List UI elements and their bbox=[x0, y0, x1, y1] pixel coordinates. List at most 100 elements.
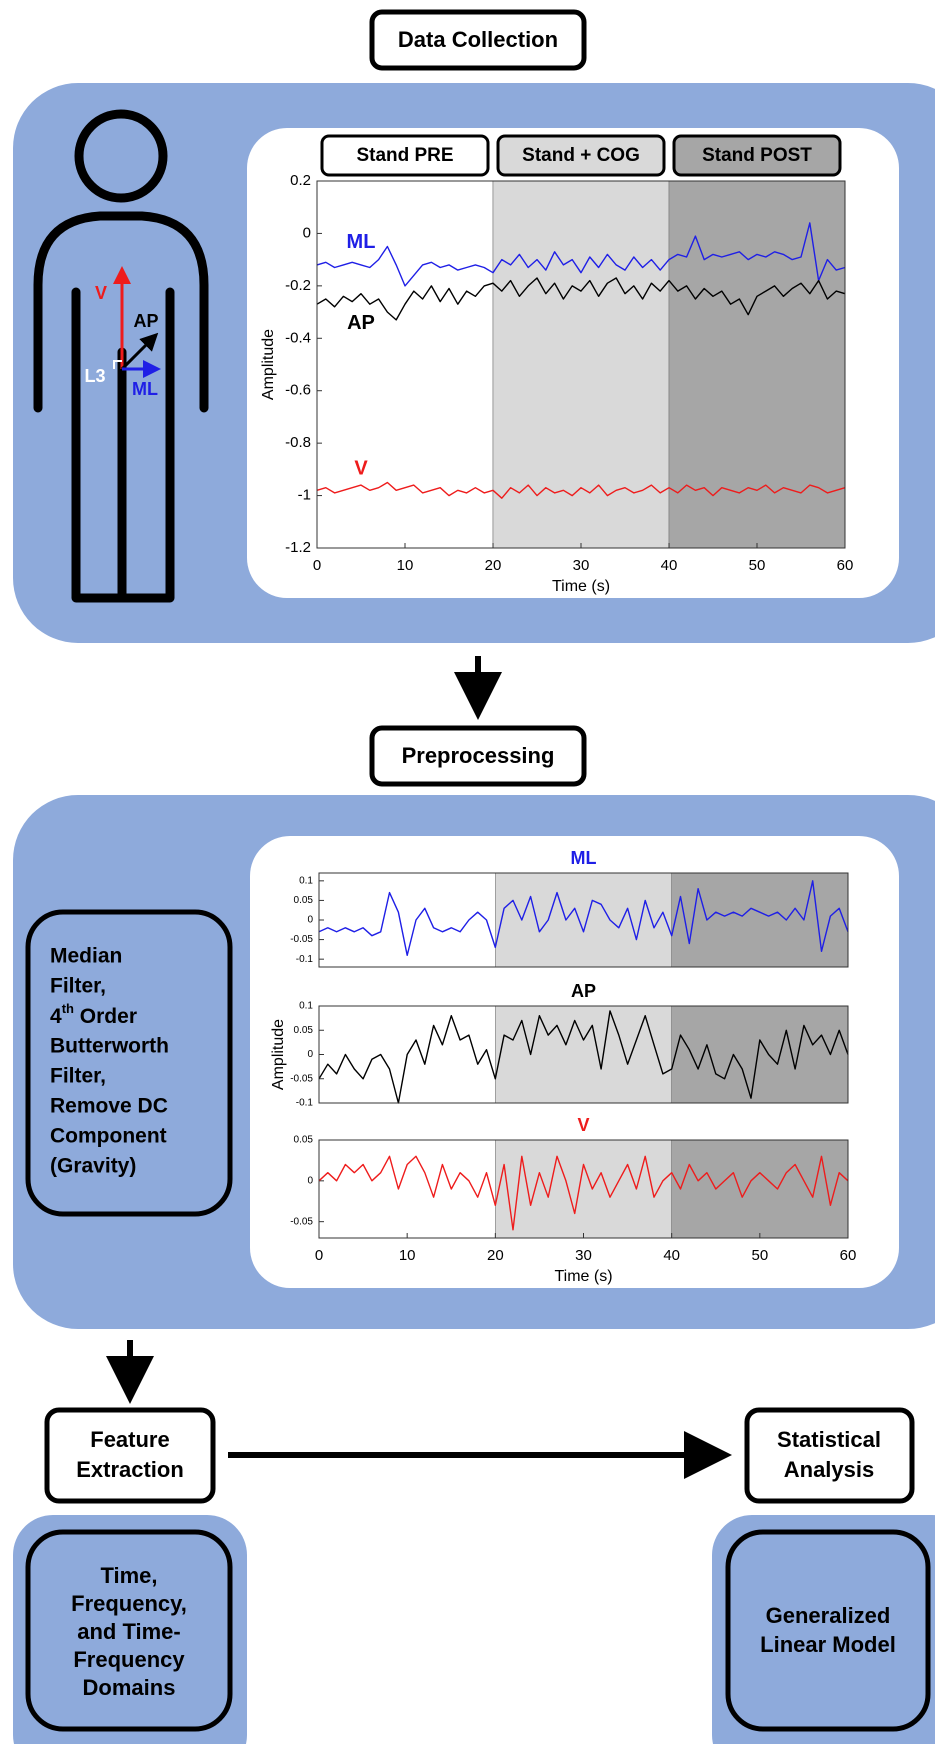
domain-line: and Time- bbox=[77, 1619, 181, 1644]
domain-line: Domains bbox=[83, 1675, 176, 1700]
phase-label: Stand + COG bbox=[522, 145, 640, 166]
signal-line bbox=[316, 277, 846, 321]
phase-label: Stand POST bbox=[702, 145, 812, 166]
subplot-title: V bbox=[577, 1115, 589, 1135]
x-tick-label: 0 bbox=[315, 1247, 323, 1264]
step-box bbox=[744, 1407, 915, 1504]
method-text: Order bbox=[74, 1005, 137, 1028]
model-line: Linear Model bbox=[760, 1632, 896, 1657]
axis-label-v: V bbox=[95, 283, 107, 303]
x-tick-label: 60 bbox=[840, 1247, 857, 1264]
x-tick-label: 50 bbox=[749, 557, 766, 574]
step-box bbox=[369, 9, 587, 71]
signal-line bbox=[318, 880, 849, 956]
y-tick-label: -1 bbox=[298, 487, 311, 504]
signal-line bbox=[318, 1010, 849, 1104]
y-tick-label: -0.1 bbox=[296, 954, 314, 965]
subplot-title: AP bbox=[571, 981, 596, 1001]
method-line: Remove DC bbox=[50, 1095, 168, 1118]
x-tick-label: 30 bbox=[573, 557, 590, 574]
phase-band bbox=[671, 1139, 849, 1239]
axes-frame bbox=[318, 1139, 849, 1239]
axis-label-ap: AP bbox=[133, 311, 158, 331]
step-title: Feature bbox=[90, 1427, 169, 1452]
method-line: Component bbox=[50, 1125, 167, 1148]
y-tick-label: -0.05 bbox=[290, 934, 313, 945]
body-figure bbox=[33, 109, 209, 603]
step-title: Data Collection bbox=[398, 27, 558, 52]
x-axis-label: Time (s) bbox=[552, 578, 610, 595]
phase-band bbox=[316, 180, 494, 549]
step-box bbox=[369, 725, 587, 787]
phase-label-box bbox=[672, 134, 842, 177]
y-tick-label: -0.05 bbox=[290, 1216, 313, 1227]
axes-frame bbox=[318, 1005, 849, 1104]
y-tick-label: 0 bbox=[307, 1175, 313, 1186]
method-line: Median bbox=[50, 945, 122, 968]
method-line: Butterworth bbox=[50, 1035, 169, 1058]
domain-line: Time, bbox=[100, 1563, 157, 1588]
method-line: Filter, bbox=[50, 975, 106, 998]
y-tick-label: -1.2 bbox=[285, 539, 311, 556]
y-tick-label: -0.05 bbox=[290, 1073, 313, 1084]
y-tick-label: 0 bbox=[307, 915, 313, 926]
domains-box bbox=[25, 1529, 233, 1732]
method-line: 4th Order bbox=[50, 1001, 137, 1027]
x-tick-label: 20 bbox=[485, 557, 502, 574]
phase-label: Stand PRE bbox=[356, 145, 453, 166]
signal-line bbox=[318, 1155, 849, 1231]
domain-line: Frequency bbox=[73, 1647, 185, 1672]
y-tick-label: 0.05 bbox=[294, 1025, 314, 1036]
y-axis-label: Amplitude bbox=[270, 1019, 287, 1090]
x-tick-label: 10 bbox=[399, 1247, 416, 1264]
x-tick-label: 0 bbox=[313, 557, 321, 574]
model-box bbox=[725, 1529, 931, 1732]
phase-band bbox=[495, 1139, 672, 1239]
x-tick-label: 50 bbox=[751, 1247, 768, 1264]
step-title: Extraction bbox=[76, 1457, 184, 1482]
y-tick-label: 0.1 bbox=[299, 875, 313, 886]
phase-band bbox=[495, 872, 672, 968]
signal-line bbox=[316, 481, 846, 499]
y-tick-label: 0.05 bbox=[294, 895, 314, 906]
phase-band bbox=[671, 872, 849, 968]
method-text: 4 bbox=[50, 1005, 62, 1028]
x-tick-label: 10 bbox=[397, 557, 414, 574]
domains-text: Time, Frequency, and Time- Frequency Dom… bbox=[71, 1563, 187, 1700]
phase-band bbox=[492, 180, 670, 549]
phase-label-box bbox=[496, 134, 666, 177]
x-tick-label: 40 bbox=[661, 557, 678, 574]
axes-frame bbox=[318, 872, 849, 968]
y-tick-label: 0.05 bbox=[294, 1135, 314, 1146]
x-axis-label: Time (s) bbox=[554, 1268, 612, 1285]
method-box bbox=[25, 909, 233, 1217]
step-title: Preprocessing bbox=[402, 743, 555, 768]
method-line: Filter, bbox=[50, 1065, 106, 1088]
axis-label-l3: L3 bbox=[84, 366, 105, 386]
y-tick-label: -0.1 bbox=[296, 1098, 314, 1109]
y-axis-label: Amplitude bbox=[260, 329, 277, 400]
y-tick-label: -0.8 bbox=[285, 434, 311, 451]
model-line: Generalized bbox=[766, 1603, 891, 1628]
x-tick-label: 20 bbox=[487, 1247, 504, 1264]
domain-line: Frequency, bbox=[71, 1591, 187, 1616]
y-tick-label: -0.2 bbox=[285, 277, 311, 294]
y-tick-label: 0.1 bbox=[299, 1001, 313, 1012]
phase-label-box bbox=[320, 134, 490, 177]
y-tick-label: 0.2 bbox=[290, 172, 311, 189]
y-tick-label: -0.6 bbox=[285, 382, 311, 399]
y-tick-label: 0 bbox=[303, 224, 311, 241]
x-tick-label: 30 bbox=[575, 1247, 592, 1264]
step-title: Statistical bbox=[777, 1427, 881, 1452]
step-box bbox=[44, 1407, 216, 1504]
series-label: V bbox=[354, 457, 368, 479]
method-text: Median Filter, 4th Order Butterworth Fil… bbox=[50, 945, 169, 1178]
series-label: AP bbox=[347, 312, 375, 334]
phase-band bbox=[671, 1005, 849, 1104]
signal-line bbox=[316, 222, 846, 287]
subplot-title: ML bbox=[571, 848, 597, 868]
y-tick-label: -0.4 bbox=[285, 329, 311, 346]
step-title: Analysis bbox=[784, 1457, 875, 1482]
superscript: th bbox=[62, 1001, 74, 1016]
